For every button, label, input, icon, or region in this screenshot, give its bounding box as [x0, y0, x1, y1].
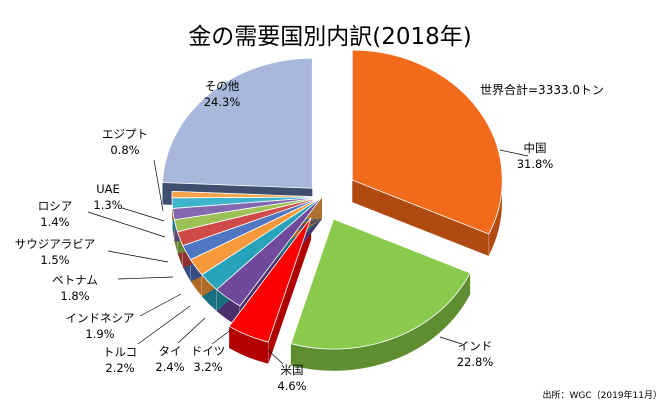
slice-label-7: ベトナム: [52, 273, 98, 287]
slice-label-12: その他: [205, 79, 240, 93]
leader-line-5: [137, 305, 191, 345]
slice-value-12: 24.3%: [204, 95, 241, 109]
slice-labels: 中国 31.8% インド 22.8% 米国 4.6% ドイツ 3.2% タイ 2.4% トルコ 2.2…: [15, 79, 554, 393]
slice-label-8: サウジアラビア: [15, 237, 96, 251]
slice-label-9: ロシア: [38, 199, 73, 213]
slice-1: [290, 218, 471, 350]
slice-value-5: 2.2%: [105, 361, 134, 375]
slice-value-11: 0.8%: [110, 143, 139, 157]
pie-top-layer: [162, 49, 503, 350]
leader-line-6: [139, 293, 182, 317]
leader-line-1: [439, 336, 463, 345]
slice-0: [351, 49, 503, 235]
slice-label-10: UAE: [96, 182, 120, 196]
slice-label-0: 中国: [524, 141, 547, 155]
slice-label-5: トルコ: [103, 345, 137, 359]
leader-line-8: [107, 250, 169, 263]
slice-value-8: 1.5%: [40, 253, 69, 267]
slice-value-3: 3.2%: [193, 360, 222, 374]
slice-label-4: タイ: [159, 344, 182, 358]
slice-label-6: インドネシア: [66, 311, 135, 325]
leader-line-4: [177, 317, 206, 344]
slice-value-6: 1.9%: [85, 327, 114, 341]
leader-line-7: [117, 276, 174, 280]
leader-line-11: [153, 159, 164, 212]
slice-value-0: 31.8%: [517, 157, 554, 171]
slice-wall-2-0: [268, 217, 312, 365]
slice-label-3: ドイツ: [191, 344, 226, 358]
leader-line-2: [267, 349, 284, 365]
source-note: 出所：WGC（2019年11月）: [542, 389, 662, 401]
total-label: 世界合計=3333.0トン: [480, 82, 604, 97]
slice-value-9: 1.4%: [40, 215, 69, 229]
leader-line-9: [87, 211, 166, 238]
leader-line-3: [211, 329, 232, 345]
leader-line-10: [121, 207, 165, 222]
slice-label-2: 米国: [281, 363, 304, 377]
slice-value-4: 2.4%: [155, 360, 184, 374]
slice-12: [162, 57, 313, 189]
slice-value-10: 1.3%: [93, 198, 122, 212]
slice-label-1: インド: [458, 339, 493, 353]
slice-2: [228, 217, 312, 343]
slice-value-2: 4.6%: [277, 379, 306, 393]
chart-title: 金の需要国別内訳(2018年): [188, 24, 471, 50]
slice-value-1: 22.8%: [457, 355, 494, 369]
leader-line-0: [499, 149, 529, 157]
slice-wall-0-1: [352, 180, 489, 256]
slice-label-11: エジプト: [102, 127, 148, 141]
slice-11: [171, 190, 323, 199]
leader-lines: [87, 149, 529, 365]
slice-value-7: 1.8%: [60, 289, 89, 303]
